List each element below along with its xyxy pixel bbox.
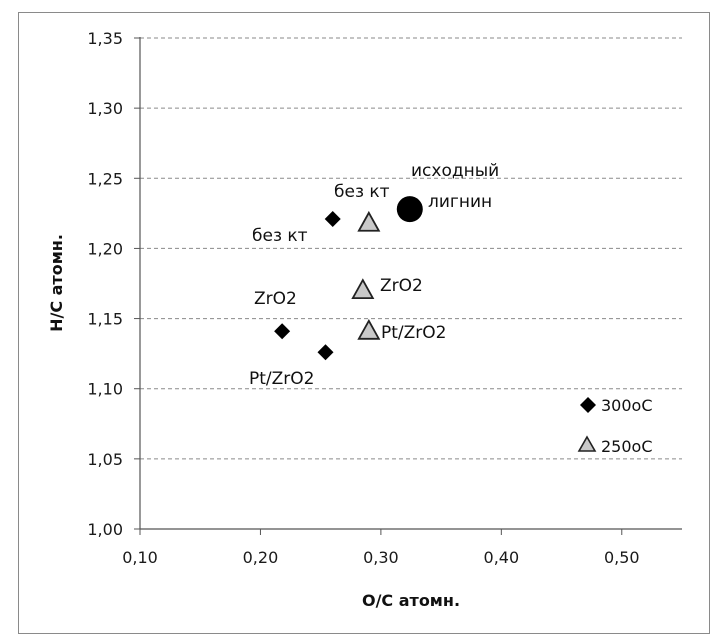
point-300-diamond (324, 210, 341, 227)
x-tick-label: 0,20 (243, 548, 279, 567)
annotation-start-lignin-line2: лигнин (428, 192, 492, 212)
y-tick-label: 1,05 (87, 450, 123, 469)
annotation-pt-zro2-300: Pt/ZrO2 (249, 369, 314, 389)
point-annotations: исходный лигнин без кт без кт ZrO2 ZrO2 … (249, 161, 499, 389)
y-tick-label: 1,20 (87, 239, 123, 258)
point-250-triangle (357, 318, 381, 340)
y-tick-label: 1,00 (87, 520, 123, 539)
annotation-zro2-250: ZrO2 (380, 276, 423, 296)
x-tick-label: 0,40 (484, 548, 520, 567)
legend: 300оС 250оС (577, 396, 653, 456)
point-300-diamond (274, 323, 291, 340)
axes (134, 37, 682, 535)
tick-labels: 1,00 1,05 1,10 1,15 1,20 1,25 1,30 1,35 0,10 0,20… (87, 29, 639, 567)
legend-label-300: 300оС (601, 396, 653, 415)
y-tick-label: 1,10 (87, 380, 123, 399)
annotation-no-catalyst-250: без кт (334, 182, 390, 202)
data-points (274, 196, 423, 361)
point-300-diamond (317, 344, 334, 361)
y-tick-label: 1,30 (87, 99, 123, 118)
annotation-pt-zro2-250: Pt/ZrO2 (381, 323, 446, 343)
x-axis-title: O/C атомн. (362, 591, 460, 610)
x-tick-label: 0,10 (122, 548, 158, 567)
y-tick-label: 1,15 (87, 310, 123, 329)
annotation-zro2-300: ZrO2 (254, 289, 297, 309)
x-tick-label: 0,30 (363, 548, 399, 567)
legend-marker-300 (580, 397, 596, 413)
y-tick-label: 1,35 (87, 29, 123, 48)
annotation-no-catalyst-300: без кт (252, 226, 308, 246)
chart-frame (18, 12, 710, 634)
y-axis-title: H/C атомн. (47, 234, 66, 332)
annotation-start-lignin-line1: исходный (411, 161, 499, 181)
grid-lines (140, 37, 682, 460)
point-start-lignin (396, 196, 423, 223)
y-tick-label: 1,25 (87, 169, 123, 188)
legend-marker-250 (577, 435, 597, 452)
point-250-triangle (357, 210, 381, 232)
point-250-triangle (351, 278, 375, 300)
legend-label-250: 250оС (601, 437, 653, 456)
x-tick-label: 0,50 (604, 548, 640, 567)
